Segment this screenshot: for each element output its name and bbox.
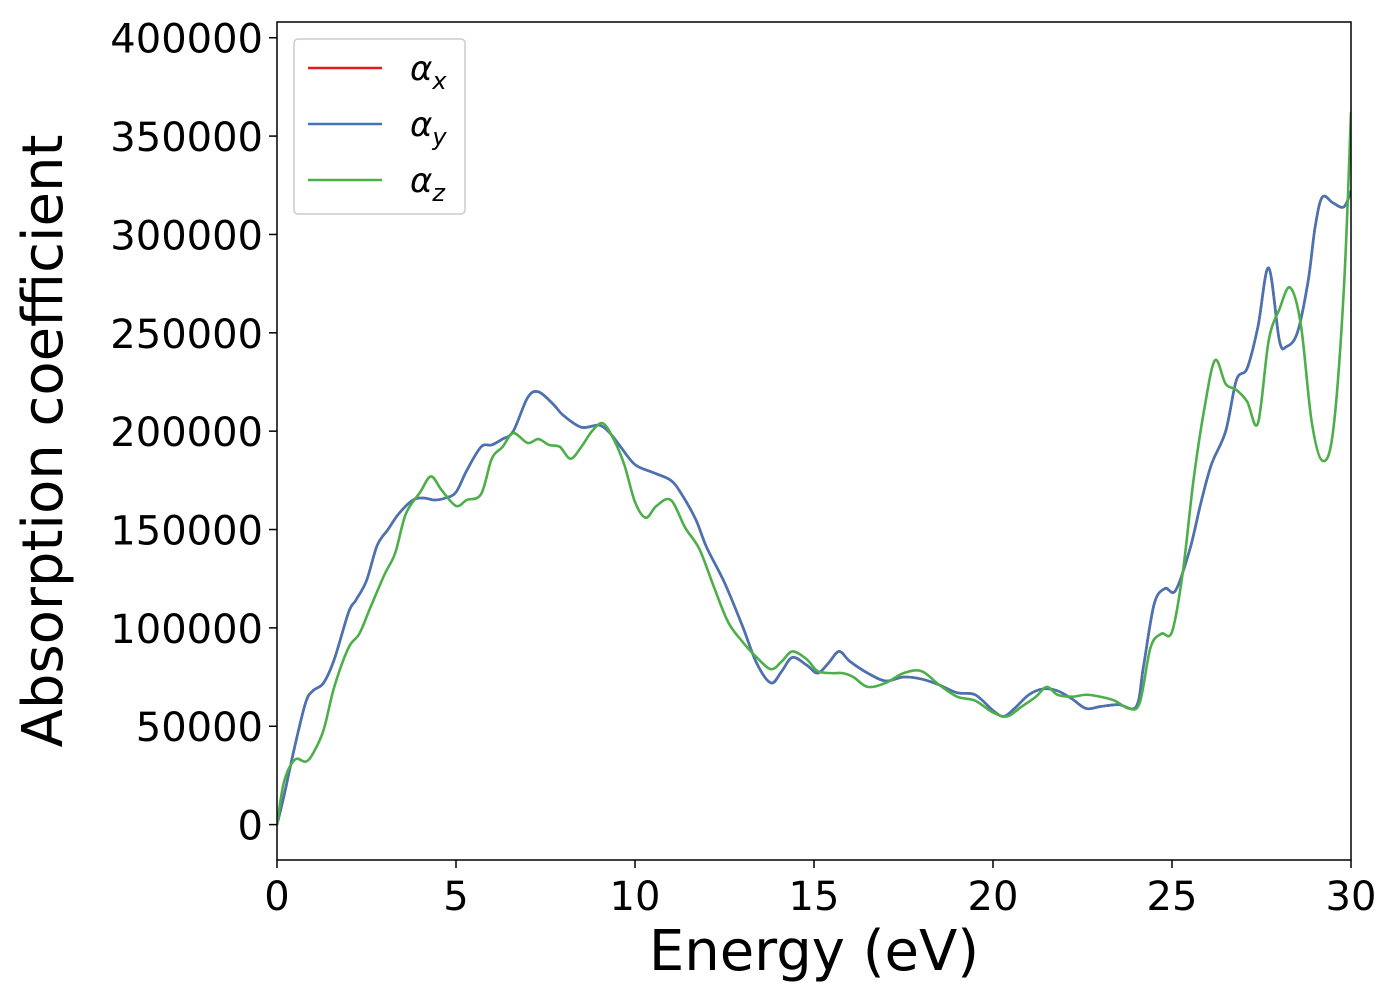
x-tick-label: 10 bbox=[610, 874, 661, 920]
legend-label-z: αz bbox=[410, 161, 446, 207]
y-tick-label: 400000 bbox=[110, 17, 263, 63]
series-line-z bbox=[277, 111, 1351, 826]
x-tick-label: 5 bbox=[443, 874, 468, 920]
x-axis-label: Energy (eV) bbox=[649, 919, 979, 984]
y-tick-label: 50000 bbox=[136, 705, 263, 751]
y-tick-label: 150000 bbox=[110, 509, 263, 555]
legend-box bbox=[293, 38, 466, 215]
x-tick-label: 0 bbox=[264, 874, 289, 920]
y-tick-label: 0 bbox=[238, 804, 263, 850]
legend-label-y: αy bbox=[410, 105, 447, 151]
legend: αx αy αz bbox=[293, 38, 466, 215]
y-tick-label: 250000 bbox=[110, 312, 263, 358]
x-tick-label: 15 bbox=[789, 874, 840, 920]
y-tick-label: 200000 bbox=[110, 410, 263, 456]
series-line-y bbox=[277, 189, 1351, 826]
y-tick-label: 100000 bbox=[110, 607, 263, 653]
y-axis: 0 50000 100000 150000 200000 250000 300000 3500… bbox=[110, 17, 277, 850]
y-tick-label: 350000 bbox=[110, 115, 263, 161]
x-axis: 0 5 10 15 20 25 30 bbox=[264, 860, 1376, 920]
y-tick-label: 300000 bbox=[110, 213, 263, 259]
legend-label-x: αx bbox=[410, 49, 447, 95]
x-tick-label: 30 bbox=[1326, 874, 1377, 920]
series-layer bbox=[277, 111, 1351, 826]
x-tick-label: 20 bbox=[968, 874, 1019, 920]
x-tick-label: 25 bbox=[1147, 874, 1198, 920]
y-axis-label: Absorption coefficient bbox=[11, 135, 76, 748]
